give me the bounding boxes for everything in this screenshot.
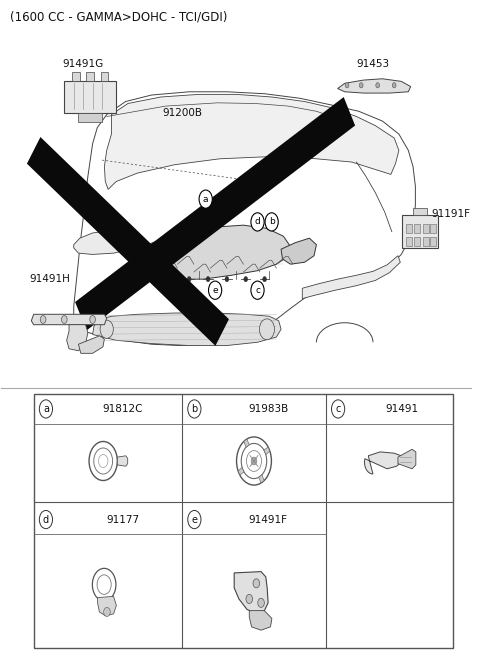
Circle shape [39,511,52,529]
Text: 91177: 91177 [106,514,139,525]
Polygon shape [234,572,268,614]
Bar [414,224,420,233]
Circle shape [263,276,266,282]
Text: a: a [203,195,208,203]
Polygon shape [117,456,128,466]
Circle shape [258,599,264,608]
Polygon shape [67,325,88,351]
Text: (1600 CC - GAMMA>DOHC - TCI/GDI): (1600 CC - GAMMA>DOHC - TCI/GDI) [10,10,228,23]
Polygon shape [97,597,116,616]
Circle shape [251,281,264,299]
Polygon shape [74,230,137,254]
Circle shape [100,320,113,338]
Circle shape [188,400,201,418]
Text: e: e [192,514,197,525]
Polygon shape [281,238,316,264]
Circle shape [259,319,275,340]
Bar [86,72,94,81]
Text: d: d [43,514,49,525]
Bar [431,224,436,233]
Bar [431,237,436,246]
Bar [72,72,80,81]
Text: 91191F: 91191F [432,209,471,218]
Text: b: b [191,404,197,414]
Polygon shape [364,452,401,474]
Circle shape [39,400,52,418]
Circle shape [251,457,257,465]
Polygon shape [337,79,411,93]
Text: a: a [43,404,49,414]
Circle shape [376,83,380,88]
Circle shape [246,595,252,604]
Text: 91983B: 91983B [248,404,288,414]
Circle shape [360,83,363,88]
Polygon shape [27,137,229,346]
Text: 91812C: 91812C [103,404,143,414]
Text: 91491H: 91491H [30,274,71,284]
Circle shape [345,83,349,88]
Text: b: b [269,217,275,226]
Circle shape [332,400,345,418]
Circle shape [206,276,210,282]
Circle shape [392,83,396,88]
Polygon shape [104,95,399,189]
Bar [406,224,412,233]
Circle shape [225,276,229,282]
FancyBboxPatch shape [64,81,116,113]
Text: e: e [212,286,218,295]
Circle shape [104,608,110,617]
Bar [423,237,429,246]
Bar [423,224,429,233]
Bar [101,72,108,81]
Bar [414,237,420,246]
FancyBboxPatch shape [402,215,438,248]
Circle shape [251,213,264,231]
Polygon shape [238,467,244,475]
Text: 91491: 91491 [385,404,419,414]
Circle shape [61,316,67,323]
Circle shape [40,316,46,323]
Text: 91453: 91453 [357,59,390,69]
Polygon shape [264,447,270,454]
Text: c: c [255,286,260,295]
Circle shape [244,276,248,282]
Polygon shape [249,611,272,630]
Polygon shape [93,313,281,346]
Polygon shape [398,449,416,469]
Polygon shape [259,475,264,483]
Polygon shape [302,256,400,299]
Text: 91491G: 91491G [62,59,104,69]
Text: c: c [336,404,341,414]
Bar [413,207,427,215]
Text: d: d [255,217,260,226]
Circle shape [168,276,172,282]
Polygon shape [75,97,355,331]
Circle shape [188,511,201,529]
Text: 91491F: 91491F [249,514,288,525]
Bar [78,113,102,123]
Polygon shape [244,439,249,447]
Circle shape [187,276,191,282]
Circle shape [253,579,260,588]
Polygon shape [78,336,104,353]
Polygon shape [31,314,107,325]
Text: 91200B: 91200B [162,108,202,118]
Circle shape [199,190,212,208]
Circle shape [265,213,278,231]
Bar [34,394,453,648]
Circle shape [208,281,222,299]
Polygon shape [135,225,290,279]
Bar [406,237,412,246]
Polygon shape [404,216,422,228]
Circle shape [150,276,154,282]
Circle shape [90,316,96,323]
